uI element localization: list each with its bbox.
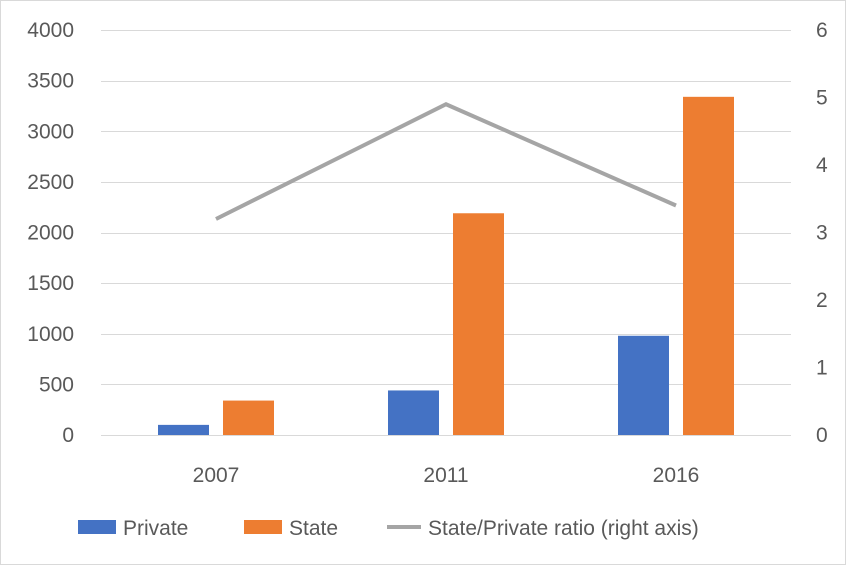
legend-swatch-state — [244, 520, 282, 534]
y-right-tick-label: 3 — [816, 222, 828, 245]
line-ratio-series — [215, 102, 677, 221]
y-left-tick-label: 4000 — [27, 19, 74, 42]
y-left-tick-label: 0 — [62, 424, 74, 447]
x-tick-label: 2007 — [193, 464, 240, 487]
y-right-tick-label: 5 — [816, 87, 828, 110]
y-right-tick-label: 2 — [816, 289, 828, 312]
legend-label: Private — [123, 517, 188, 540]
bar-private — [158, 424, 209, 435]
y-right-tick-label: 1 — [816, 357, 828, 380]
y-left-tick-label: 1000 — [27, 323, 74, 346]
legend-label: State — [289, 517, 338, 540]
x-tick-label: 2011 — [423, 464, 468, 487]
y-left-tick-label: 3000 — [27, 120, 74, 143]
bar-state — [453, 213, 504, 435]
y-left-tick-label: 2500 — [27, 171, 74, 194]
y-right-tick-label: 6 — [816, 19, 828, 42]
y-left-tick-label: 2000 — [27, 222, 74, 245]
y-left-tick-label: 500 — [39, 373, 74, 396]
legend-label: State/Private ratio (right axis) — [428, 517, 699, 540]
bar-state — [223, 400, 274, 435]
x-tick-label: 2016 — [653, 464, 700, 487]
y-right-tick-label: 4 — [816, 154, 828, 177]
bar-private — [388, 390, 439, 435]
y-left-tick-label: 1500 — [27, 272, 74, 295]
legend-swatch-private — [78, 520, 116, 534]
bar-state — [683, 96, 734, 435]
y-left-tick-label: 3500 — [27, 70, 74, 93]
y-right-tick-label: 0 — [816, 424, 828, 447]
bar-private — [618, 335, 669, 435]
